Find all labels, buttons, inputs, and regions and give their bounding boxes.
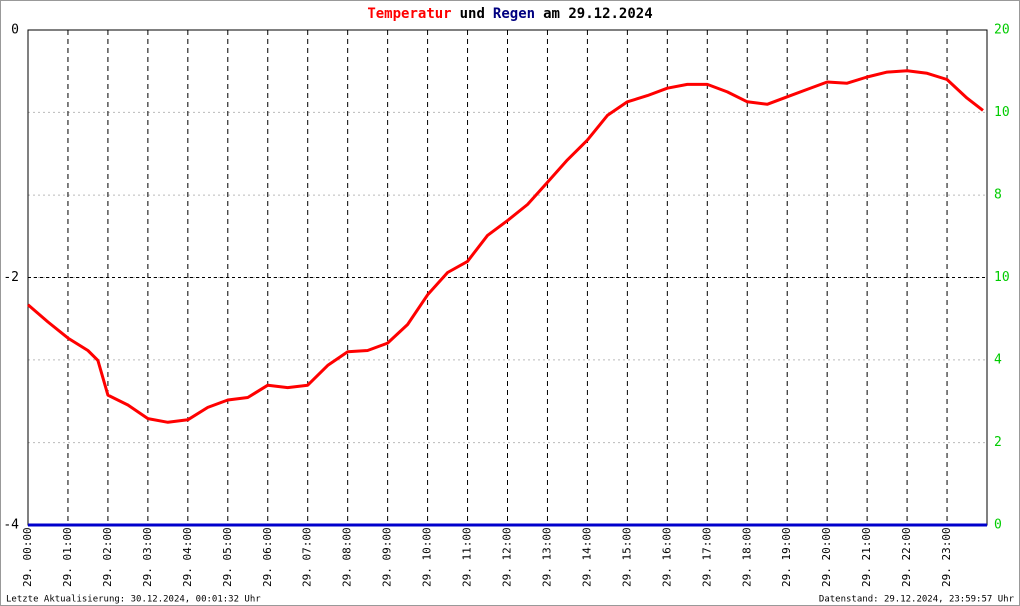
x-tick-label: 29. 21:00 xyxy=(860,527,873,587)
y2-tick-label: 8 xyxy=(994,188,1002,203)
x-tick-label: 29. 23:00 xyxy=(940,527,953,587)
y2-tick-label: 4 xyxy=(994,352,1002,367)
title-part: am 29.12.2024 xyxy=(543,6,653,22)
x-tick-label: 29. 04:00 xyxy=(181,527,194,587)
x-tick-label: 29. 22:00 xyxy=(900,527,913,587)
footer-left: Letzte Aktualisierung: 30.12.2024, 00:01… xyxy=(6,595,261,605)
x-tick-label: 29. 02:00 xyxy=(101,527,114,587)
x-tick-label: 29. 03:00 xyxy=(141,527,154,587)
y2-tick-label: 10 xyxy=(994,270,1010,285)
x-tick-label: 29. 07:00 xyxy=(301,527,314,587)
y2-tick-label: 2 xyxy=(994,435,1002,450)
x-tick-label: 29. 17:00 xyxy=(700,527,713,587)
title-part: Regen xyxy=(493,6,535,22)
x-tick-label: 29. 06:00 xyxy=(261,527,274,587)
x-tick-label: 29. 08:00 xyxy=(341,527,354,587)
x-tick-label: 29. 09:00 xyxy=(381,527,394,587)
x-tick-label: 29. 18:00 xyxy=(740,527,753,587)
x-tick-label: 29. 16:00 xyxy=(660,527,673,587)
title-part: und xyxy=(460,6,485,22)
title-part: Temperatur xyxy=(367,6,451,22)
y-tick-label: 0 xyxy=(11,23,19,38)
x-tick-label: 29. 12:00 xyxy=(501,527,514,587)
y-tick-label: -2 xyxy=(3,270,19,285)
x-tick-label: 29. 20:00 xyxy=(820,527,833,587)
footer-right: Datenstand: 29.12.2024, 23:59:57 Uhr xyxy=(819,595,1015,605)
y2-tick-label: 10 xyxy=(994,105,1010,120)
x-tick-label: 29. 13:00 xyxy=(540,527,553,587)
x-tick-label: 29. 05:00 xyxy=(221,527,234,587)
x-tick-label: 29. 14:00 xyxy=(580,527,593,587)
y2-tick-label: 20 xyxy=(994,23,1010,38)
x-tick-label: 29. 00:00 xyxy=(21,527,34,587)
y2-tick-label: 0 xyxy=(994,518,1002,533)
x-tick-label: 29. 10:00 xyxy=(421,527,434,587)
chart-title: Temperatur und Regen am 29.12.2024 xyxy=(367,6,652,22)
x-tick-label: 29. 01:00 xyxy=(61,527,74,587)
x-tick-label: 29. 11:00 xyxy=(461,527,474,587)
x-tick-label: 29. 15:00 xyxy=(620,527,633,587)
y-tick-label: -4 xyxy=(3,518,19,533)
data-line xyxy=(27,69,984,424)
x-tick-label: 29. 19:00 xyxy=(780,527,793,587)
